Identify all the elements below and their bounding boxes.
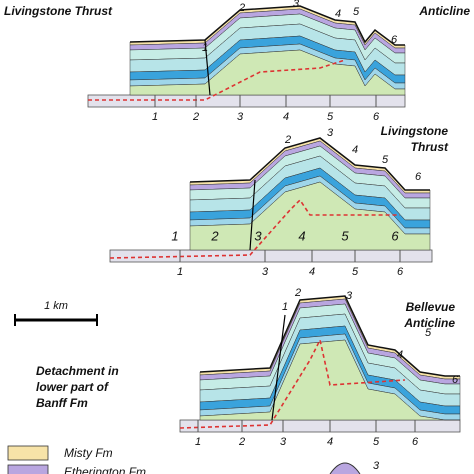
top-number: 1: [282, 301, 288, 313]
top-number: 1: [202, 42, 208, 54]
scale-label: 1 km: [44, 300, 68, 312]
bottom-number: 6: [373, 111, 380, 123]
rock-layer: [199, 339, 460, 421]
top-number: 4: [335, 8, 341, 20]
top-number: 4: [397, 349, 403, 361]
fault: [271, 314, 286, 421]
rock-layer: [189, 181, 431, 251]
basement: [87, 94, 406, 108]
bottom-number: 5: [352, 266, 359, 278]
bottom-number: 4: [309, 266, 315, 278]
bottom-number: 6: [397, 266, 404, 278]
top-number: 3: [327, 127, 334, 139]
inner-number: 1: [171, 228, 178, 243]
detachment: [109, 198, 400, 259]
cross-sections: [87, 5, 461, 474]
inner-number: 6: [391, 228, 399, 243]
bottom-number: 3: [280, 436, 287, 448]
annotation: Detachment in: [36, 364, 119, 378]
legend-label: Etherington Fm: [64, 465, 146, 474]
top-number: 2: [284, 134, 291, 146]
fault: [249, 179, 256, 251]
top-number: 2: [238, 2, 245, 14]
bottom-number: 3: [262, 266, 269, 278]
top-number: 6: [391, 34, 398, 46]
legend-label: Misty Fm: [64, 446, 113, 460]
top-number: 4: [352, 144, 358, 156]
bottom-number: 4: [283, 111, 289, 123]
detachment: [179, 337, 406, 429]
top-number: 6: [452, 374, 459, 386]
annotation: Thrust: [411, 140, 449, 154]
bottom-number: 6: [412, 436, 419, 448]
annotation: Livingstone: [381, 124, 449, 138]
partial-label: 3: [373, 460, 380, 472]
bottom-number: 3: [237, 111, 244, 123]
bottom-number: 2: [192, 111, 199, 123]
bottom-number: 4: [327, 436, 333, 448]
annotation: Livingstone Thrust: [4, 4, 113, 18]
annotation: Anticline: [403, 316, 455, 330]
partial-fold: [329, 462, 361, 474]
annotation: Bellevue: [406, 300, 456, 314]
bottom-number: 5: [327, 111, 334, 123]
top-number: 3: [293, 0, 300, 10]
detachment: [88, 59, 346, 101]
fault: [204, 39, 211, 96]
top-number: 5: [353, 6, 360, 18]
rock-layer: [129, 49, 406, 96]
surface: [189, 137, 430, 191]
inner-number: 4: [298, 228, 305, 243]
bottom-number: 2: [238, 436, 245, 448]
inner-number: 3: [254, 228, 262, 243]
bottom-number: 1: [195, 436, 201, 448]
top-number: 3: [346, 290, 353, 302]
surface: [199, 295, 460, 377]
top-number: 6: [415, 171, 422, 183]
annotation: Banff Fm: [36, 396, 88, 410]
annotation: Anticline: [418, 4, 470, 18]
bottom-number: 1: [152, 111, 158, 123]
inner-number: 5: [341, 228, 349, 243]
surface: [129, 5, 405, 46]
basement: [109, 249, 433, 263]
annotation: lower part of: [36, 380, 109, 394]
legend-swatch: [7, 464, 49, 474]
top-number: 5: [425, 327, 432, 339]
top-number: 2: [294, 287, 301, 299]
top-number: 5: [382, 154, 389, 166]
inner-number: 2: [210, 228, 219, 243]
bottom-number: 5: [373, 436, 380, 448]
bottom-number: 1: [177, 266, 183, 278]
legend-swatch: [7, 445, 49, 461]
